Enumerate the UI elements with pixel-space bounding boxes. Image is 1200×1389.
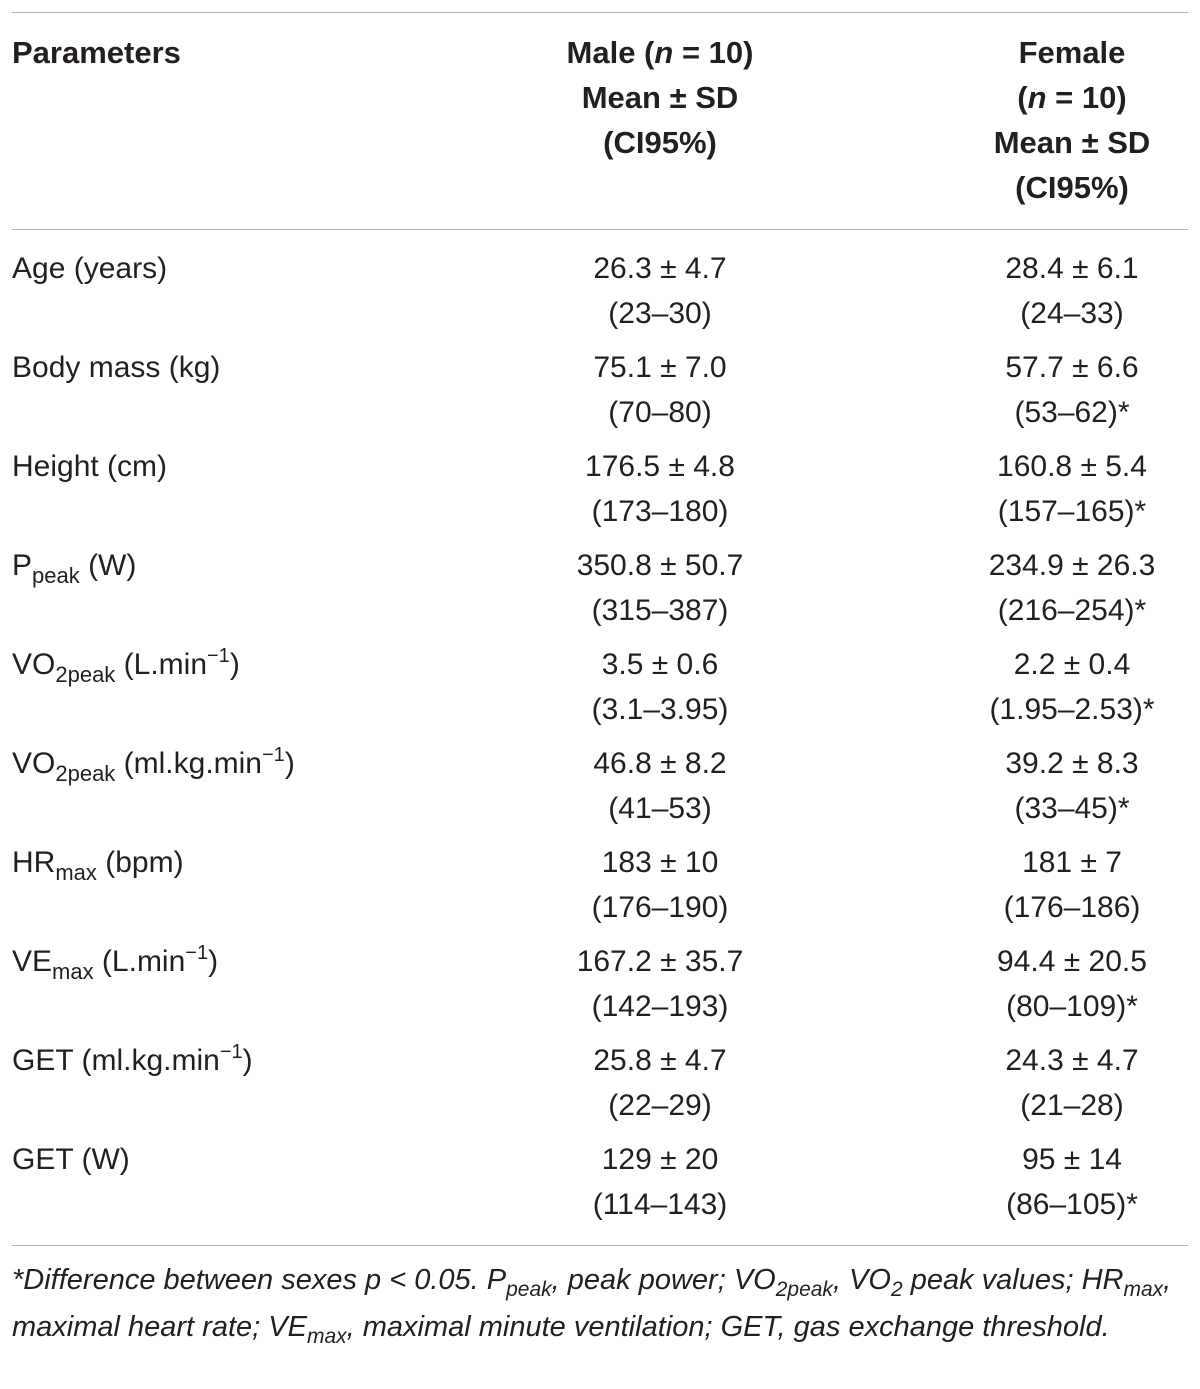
male-mean-sd: 25.8 ± 4.7: [593, 1044, 727, 1077]
table-row: HRmax (bpm) 183 ± 10 (176–190) 181 ± 7 (176–…: [12, 840, 1188, 939]
male-mean-sd: 75.1 ± 7.0: [593, 351, 727, 384]
header-female: Female (n = 10) Mean ± SD (CI95%): [912, 30, 1200, 210]
table-row: Height (cm) 176.5 ± 4.8 (173–180) 160.8 ± 5…: [12, 444, 1188, 543]
male-ci95: (23–30): [608, 297, 712, 330]
row-parameter: GET (ml.kg.min−1): [12, 1041, 253, 1077]
male-ci95: (114–143): [592, 1188, 728, 1221]
male-mean-sd: 350.8 ± 50.7: [576, 549, 744, 582]
header-female-line4: (CI95%): [1015, 170, 1129, 205]
female-mean-sd: 181 ± 7: [1022, 846, 1122, 879]
row-parameter: GET (W): [12, 1143, 130, 1176]
female-ci95: (33–45)*: [1014, 792, 1130, 825]
row-male-value: 129 ± 20 (114–143): [500, 1137, 820, 1227]
female-mean-sd: 57.7 ± 6.6: [1005, 351, 1139, 384]
female-mean-sd: 24.3 ± 4.7: [1005, 1044, 1139, 1077]
row-parameter: VO2peak (L.min−1): [12, 645, 240, 687]
male-mean-sd: 26.3 ± 4.7: [593, 252, 727, 285]
table-body: Age (years) 26.3 ± 4.7 (23–30) 28.4 ± 6.1 (2…: [12, 246, 1188, 1236]
row-male-value: 350.8 ± 50.7 (315–387): [500, 543, 820, 633]
male-ci95: (315–387): [591, 594, 729, 627]
table-bottom-rule: [12, 1245, 1188, 1246]
male-mean-sd: 46.8 ± 8.2: [593, 747, 727, 780]
row-parameter: Ppeak (W): [12, 549, 137, 588]
row-parameter: Age (years): [12, 252, 168, 285]
table-row: Age (years) 26.3 ± 4.7 (23–30) 28.4 ± 6.1 (2…: [12, 246, 1188, 345]
row-female-value: 2.2 ± 0.4 (1.95–2.53)*: [912, 642, 1200, 732]
male-mean-sd: 176.5 ± 4.8: [585, 450, 735, 483]
male-ci95: (142–193): [591, 990, 729, 1023]
header-male-line3: (CI95%): [603, 125, 717, 160]
header-male-line1: Male (n = 10): [566, 35, 754, 70]
header-female-line1: Female: [1018, 35, 1126, 70]
female-mean-sd: 39.2 ± 8.3: [1005, 747, 1139, 780]
female-mean-sd: 2.2 ± 0.4: [1013, 648, 1131, 681]
row-parameter: Height (cm): [12, 450, 168, 483]
female-mean-sd: 160.8 ± 5.4: [997, 450, 1147, 483]
header-parameters: Parameters: [12, 35, 181, 70]
female-ci95: (157–165)*: [997, 495, 1147, 528]
row-female-value: 28.4 ± 6.1 (24–33): [912, 246, 1200, 336]
row-female-value: 234.9 ± 26.3 (216–254)*: [912, 543, 1200, 633]
male-ci95: (22–29): [608, 1089, 712, 1122]
female-ci95: (21–28): [1020, 1089, 1124, 1122]
male-mean-sd: 167.2 ± 35.7: [576, 945, 744, 978]
female-mean-sd: 94.4 ± 20.5: [997, 945, 1147, 978]
table-row: VO2peak (ml.kg.min−1) 46.8 ± 8.2 (41–53) 39…: [12, 741, 1188, 840]
female-ci95: (86–105)*: [1006, 1188, 1138, 1221]
table-row: VEmax (L.min−1) 167.2 ± 35.7 (142–193) 94.4…: [12, 939, 1188, 1038]
table-row: Ppeak (W) 350.8 ± 50.7 (315–387) 234.9 ± 26…: [12, 543, 1188, 642]
male-mean-sd: 3.5 ± 0.6: [601, 648, 719, 681]
table-footnote: *Difference between sexes p < 0.05. Ppea…: [12, 1264, 1172, 1348]
male-ci95: (176–190): [591, 891, 729, 924]
header-male-line2: Mean ± SD: [581, 80, 739, 115]
table-row: VO2peak (L.min−1) 3.5 ± 0.6 (3.1–3.95) 2.2 …: [12, 642, 1188, 741]
row-male-value: 176.5 ± 4.8 (173–180): [500, 444, 820, 534]
table-header-rule: [12, 229, 1188, 230]
row-female-value: 181 ± 7 (176–186): [912, 840, 1200, 930]
row-female-value: 95 ± 14 (86–105)*: [912, 1137, 1200, 1227]
female-mean-sd: 28.4 ± 6.1: [1005, 252, 1139, 285]
female-ci95: (53–62)*: [1014, 396, 1130, 429]
row-male-value: 25.8 ± 4.7 (22–29): [500, 1038, 820, 1128]
male-ci95: (70–80): [608, 396, 712, 429]
header-male: Male (n = 10) Mean ± SD (CI95%): [500, 30, 820, 165]
row-female-value: 160.8 ± 5.4 (157–165)*: [912, 444, 1200, 534]
row-male-value: 3.5 ± 0.6 (3.1–3.95): [500, 642, 820, 732]
female-mean-sd: 95 ± 14: [1022, 1143, 1122, 1176]
row-female-value: 57.7 ± 6.6 (53–62)*: [912, 345, 1200, 435]
male-mean-sd: 183 ± 10: [601, 846, 719, 879]
female-ci95: (216–254)*: [997, 594, 1147, 627]
female-ci95: (24–33): [1020, 297, 1124, 330]
row-parameter: VEmax (L.min−1): [12, 942, 219, 984]
row-male-value: 183 ± 10 (176–190): [500, 840, 820, 930]
row-male-value: 26.3 ± 4.7 (23–30): [500, 246, 820, 336]
row-parameter: Body mass (kg): [12, 351, 221, 384]
header-female-line3: Mean ± SD: [993, 125, 1151, 160]
row-parameter: HRmax (bpm): [12, 846, 184, 885]
table-row: GET (ml.kg.min−1) 25.8 ± 4.7 (22–29) 24.3 ±…: [12, 1038, 1188, 1137]
male-ci95: (3.1–3.95): [591, 693, 729, 726]
row-female-value: 94.4 ± 20.5 (80–109)*: [912, 939, 1200, 1029]
row-male-value: 46.8 ± 8.2 (41–53): [500, 741, 820, 831]
female-ci95: (1.95–2.53)*: [989, 693, 1155, 726]
female-ci95: (80–109)*: [1006, 990, 1138, 1023]
row-male-value: 75.1 ± 7.0 (70–80): [500, 345, 820, 435]
female-ci95: (176–186): [1003, 891, 1141, 924]
male-mean-sd: 129 ± 20: [601, 1143, 719, 1176]
male-ci95: (41–53): [608, 792, 712, 825]
table-top-rule: [12, 12, 1188, 13]
header-female-line2: (n = 10): [1017, 80, 1127, 115]
row-parameter: VO2peak (ml.kg.min−1): [12, 744, 295, 786]
row-female-value: 24.3 ± 4.7 (21–28): [912, 1038, 1200, 1128]
row-female-value: 39.2 ± 8.3 (33–45)*: [912, 741, 1200, 831]
table-row: Body mass (kg) 75.1 ± 7.0 (70–80) 57.7 ± 6.…: [12, 345, 1188, 444]
table-row: GET (W) 129 ± 20 (114–143) 95 ± 14 (86–105)*: [12, 1137, 1188, 1236]
row-male-value: 167.2 ± 35.7 (142–193): [500, 939, 820, 1029]
female-mean-sd: 234.9 ± 26.3: [988, 549, 1156, 582]
male-ci95: (173–180): [591, 495, 729, 528]
